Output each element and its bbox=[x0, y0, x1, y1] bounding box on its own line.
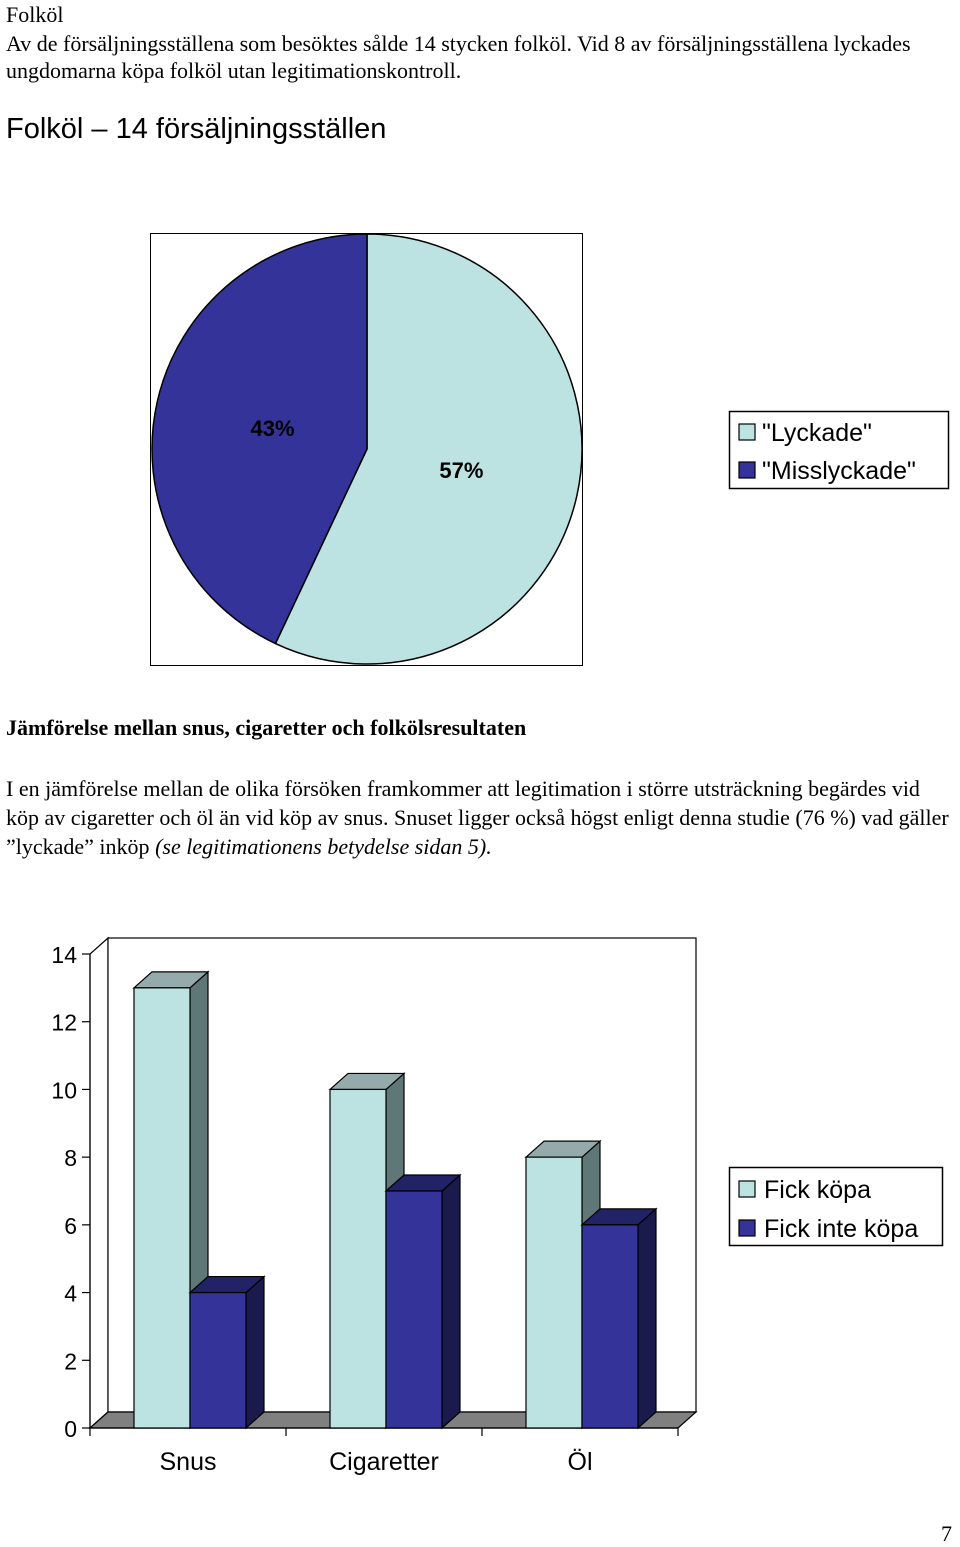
y-tick-label: 10 bbox=[51, 1077, 77, 1103]
bar bbox=[385, 1190, 443, 1429]
pie-legend-label: "Lyckade" bbox=[762, 419, 872, 447]
pie-data-label: 43% bbox=[251, 416, 295, 441]
section-heading: Jämförelse mellan snus, cigaretter och f… bbox=[6, 715, 527, 740]
intro-paragraph: Av de försäljningsställena som besöktes … bbox=[6, 31, 911, 83]
section-paragraph: I en jämförelse mellan de olika försöken… bbox=[6, 774, 956, 861]
pie-chart: 57% 43% bbox=[150, 233, 583, 666]
bar-side bbox=[245, 1275, 265, 1430]
intro-heading: Folköl bbox=[6, 2, 64, 27]
y-tick-label: 2 bbox=[64, 1348, 77, 1374]
bar-side-wall bbox=[89, 936, 109, 1430]
y-tick-label: 12 bbox=[51, 1010, 77, 1036]
bar-legend-label: Fick inte köpa bbox=[764, 1215, 918, 1243]
bar-chart: 0 2 4 6 8 10 12 14 Snus Cigaretter Öl bbox=[51, 936, 698, 1476]
x-category-label: Snus bbox=[160, 1448, 217, 1476]
y-tick-label: 4 bbox=[64, 1281, 77, 1307]
bar-legend: Fick köpa Fick inte köpa bbox=[728, 1166, 944, 1247]
pie-data-label: 57% bbox=[439, 458, 483, 483]
pie-slice bbox=[151, 233, 368, 645]
bar bbox=[525, 1156, 583, 1429]
bar bbox=[329, 1088, 387, 1429]
pie-slice bbox=[274, 233, 583, 665]
bar bbox=[133, 987, 191, 1429]
y-tick-label: 6 bbox=[64, 1213, 77, 1239]
bar bbox=[189, 1291, 247, 1429]
bar-legend-swatch bbox=[738, 1180, 756, 1198]
pie-legend-swatch bbox=[738, 461, 756, 479]
page-number: 7 bbox=[941, 1521, 952, 1546]
bar-side bbox=[441, 1173, 461, 1430]
pie-legend-label: "Misslyckade" bbox=[762, 457, 916, 485]
x-category-label: Öl bbox=[568, 1448, 593, 1476]
section-paragraph-italic: (se legitimationens betydelse sidan 5). bbox=[155, 834, 492, 859]
bar-legend-box bbox=[728, 1166, 944, 1247]
pie-chart-title: Folköl – 14 försäljningsställen bbox=[6, 113, 387, 145]
section-paragraph-text: I en jämförelse mellan de olika försöken… bbox=[6, 776, 949, 859]
bar-legend-swatch bbox=[738, 1219, 756, 1237]
x-category-label: Cigaretter bbox=[329, 1448, 439, 1476]
pie-legend-swatch bbox=[738, 423, 756, 441]
pie-legend-box bbox=[728, 410, 950, 490]
y-tick-label: 0 bbox=[64, 1416, 77, 1442]
bar-legend-label: Fick köpa bbox=[764, 1176, 871, 1204]
y-tick-label: 8 bbox=[64, 1145, 77, 1171]
bar bbox=[581, 1224, 639, 1429]
pie-legend: "Lyckade" "Misslyckade" bbox=[728, 410, 950, 490]
bar-side bbox=[637, 1207, 657, 1430]
y-tick-label: 14 bbox=[51, 942, 77, 968]
